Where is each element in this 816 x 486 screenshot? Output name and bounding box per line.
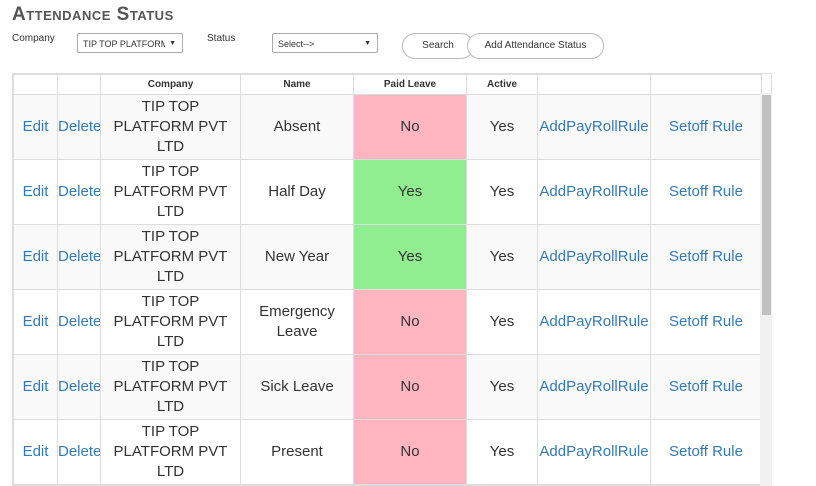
company-cell: TIP TOP PLATFORM PVT LTD — [100, 354, 241, 420]
table-row: Edit Delete TIP TOP PLATFORM PVT LTD Half D… — [13, 159, 762, 225]
edit-link[interactable]: Edit — [13, 419, 58, 485]
payroll-link[interactable]: AddPayRollRule — [537, 159, 651, 225]
paid-leave-cell: No — [353, 354, 467, 420]
active-cell: Yes — [466, 419, 538, 485]
company-cell: TIP TOP PLATFORM PVT LTD — [100, 419, 241, 485]
company-cell: TIP TOP PLATFORM PVT LTD — [100, 159, 241, 225]
dropdown-arrow: ▼ — [364, 40, 371, 47]
paid-leave-cell: No — [353, 419, 467, 485]
table-row: Edit Delete TIP TOP PLATFORM PVT LTD Absent… — [13, 94, 762, 160]
active-cell: Yes — [466, 289, 538, 355]
table-row: Edit Delete TIP TOP PLATFORM PVT LTD New Ye… — [13, 224, 762, 290]
payroll-link[interactable]: AddPayRollRule — [537, 419, 651, 485]
page-title: Attendance Status — [12, 4, 174, 25]
table-row: Edit Delete TIP TOP PLATFORM PVT LTD Presen… — [13, 419, 762, 485]
payroll-link[interactable]: AddPayRollRule — [537, 224, 651, 290]
active-cell: Yes — [466, 224, 538, 290]
paid-leave-cell: No — [353, 289, 467, 355]
name-cell: Absent — [240, 94, 354, 160]
delete-link[interactable]: Delete — [57, 94, 101, 160]
header-cell: Company — [100, 74, 241, 95]
edit-link[interactable]: Edit — [13, 94, 58, 160]
status-select[interactable]: Select--> ▼ — [272, 33, 378, 53]
delete-link[interactable]: Delete — [57, 289, 101, 355]
name-cell: Half Day — [240, 159, 354, 225]
delete-link[interactable]: Delete — [57, 224, 101, 290]
edit-link[interactable]: Edit — [13, 289, 58, 355]
delete-link[interactable]: Delete — [57, 354, 101, 420]
table-row: Edit Delete TIP TOP PLATFORM PVT LTD Sick L… — [13, 354, 762, 420]
name-cell: Sick Leave — [240, 354, 354, 420]
setoff-link[interactable]: Setoff Rule — [650, 94, 762, 160]
header-cell — [650, 74, 762, 95]
name-cell: New Year — [240, 224, 354, 290]
name-cell: Present — [240, 419, 354, 485]
edit-link[interactable]: Edit — [13, 354, 58, 420]
setoff-link[interactable]: Setoff Rule — [650, 224, 762, 290]
active-cell: Yes — [466, 94, 538, 160]
table-row: Edit Delete TIP TOP PLATFORM PVT LTD Emerge… — [13, 289, 762, 355]
payroll-link[interactable]: AddPayRollRule — [537, 94, 651, 160]
name-cell: Emergency Leave — [240, 289, 354, 355]
setoff-link[interactable]: Setoff Rule — [650, 159, 762, 225]
status-select-value: Select--> — [278, 39, 315, 49]
company-select-value: TIP TOP PLATFORM PVT LTD — [83, 39, 165, 49]
paid-leave-cell: Yes — [353, 159, 467, 225]
header-cell: Active — [466, 74, 538, 95]
company-cell: TIP TOP PLATFORM PVT LTD — [100, 289, 241, 355]
setoff-link[interactable]: Setoff Rule — [650, 289, 762, 355]
status-label: Status — [207, 33, 236, 44]
header-cell: Paid Leave — [353, 74, 467, 95]
add-button[interactable]: Add Attendance Status — [467, 33, 604, 59]
header-row: Company Name Paid Leave Active — [13, 74, 762, 95]
payroll-link[interactable]: AddPayRollRule — [537, 354, 651, 420]
header-cell — [537, 74, 651, 95]
dropdown-arrow: ▼ — [169, 40, 176, 47]
table-container: Company Name Paid Leave Active Edit Delet… — [12, 73, 772, 486]
paid-leave-cell: No — [353, 94, 467, 160]
search-button[interactable]: Search — [402, 33, 474, 59]
payroll-link[interactable]: AddPayRollRule — [537, 289, 651, 355]
setoff-link[interactable]: Setoff Rule — [650, 354, 762, 420]
header-cell — [13, 74, 58, 95]
delete-link[interactable]: Delete — [57, 159, 101, 225]
header-cell: Name — [240, 74, 354, 95]
company-select[interactable]: TIP TOP PLATFORM PVT LTD ▼ — [77, 33, 183, 53]
header-cell — [57, 74, 101, 95]
company-cell: TIP TOP PLATFORM PVT LTD — [100, 94, 241, 160]
company-label: Company — [12, 33, 55, 44]
paid-leave-cell: Yes — [353, 224, 467, 290]
active-cell: Yes — [466, 159, 538, 225]
edit-link[interactable]: Edit — [13, 224, 58, 290]
active-cell: Yes — [466, 354, 538, 420]
company-cell: TIP TOP PLATFORM PVT LTD — [100, 224, 241, 290]
setoff-link[interactable]: Setoff Rule — [650, 419, 762, 485]
scrollbar-thumb[interactable] — [762, 95, 771, 315]
delete-link[interactable]: Delete — [57, 419, 101, 485]
table: Company Name Paid Leave Active Edit Delet… — [13, 74, 762, 485]
edit-link[interactable]: Edit — [13, 159, 58, 225]
